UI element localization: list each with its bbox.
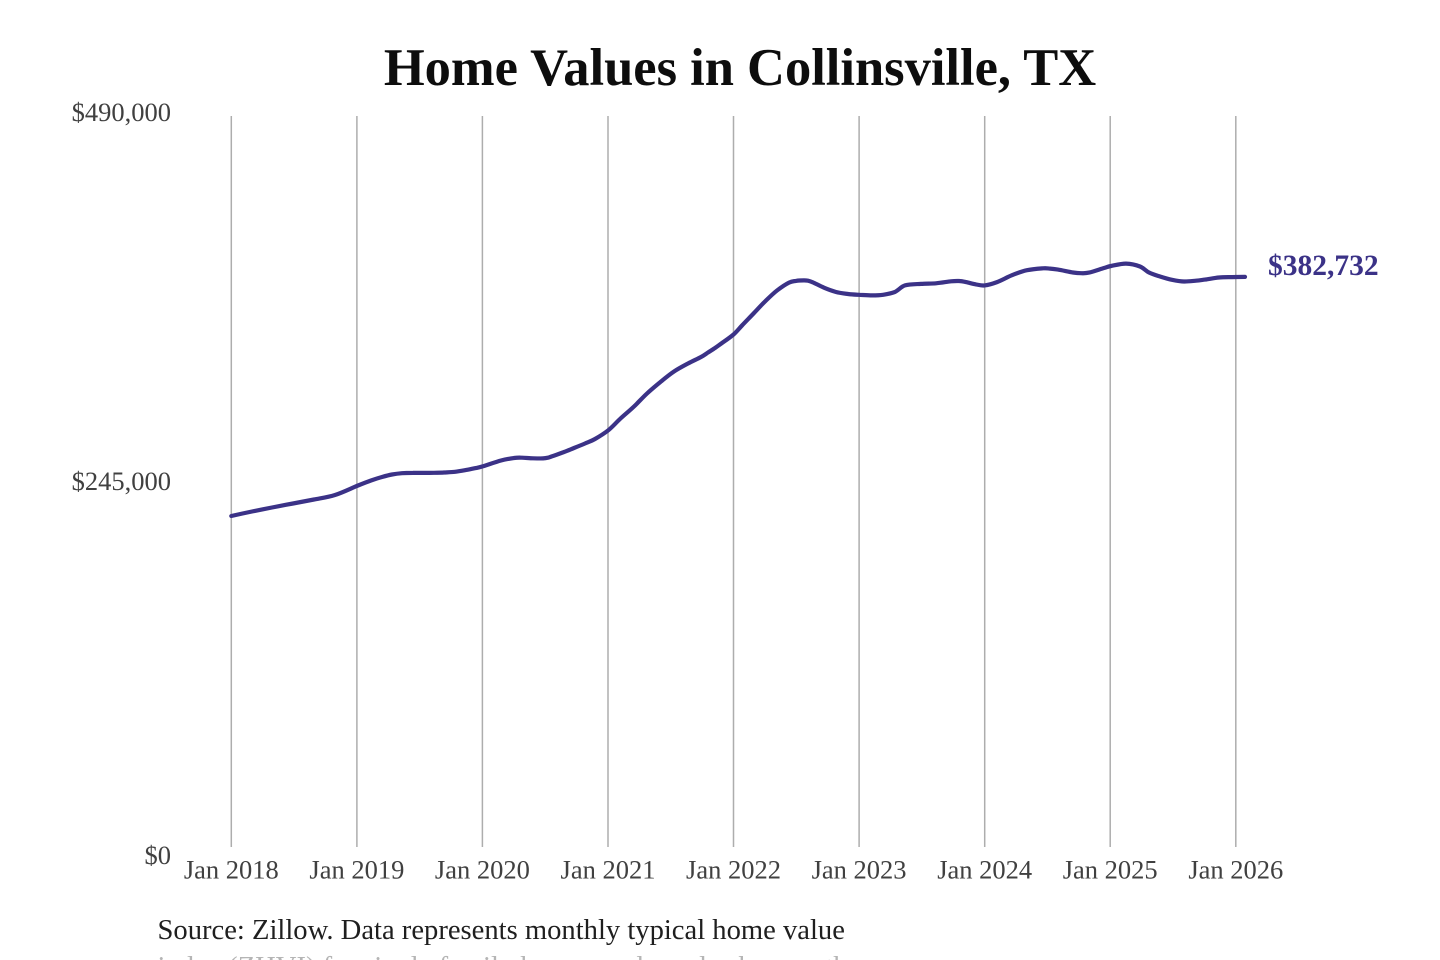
svg-text:Jan 2022: Jan 2022 — [686, 855, 781, 885]
svg-text:Jan 2024: Jan 2024 — [937, 855, 1032, 885]
svg-text:Jan 2021: Jan 2021 — [561, 855, 656, 885]
svg-text:Jan 2023: Jan 2023 — [812, 855, 907, 885]
svg-text:$490,000: $490,000 — [72, 97, 171, 127]
svg-text:$245,000: $245,000 — [72, 466, 171, 496]
svg-text:Source: Zillow. Data represent: Source: Zillow. Data represents monthly … — [158, 915, 845, 946]
svg-text:Jan 2018: Jan 2018 — [184, 855, 279, 885]
svg-text:Jan 2026: Jan 2026 — [1188, 855, 1283, 885]
svg-text:index (ZHVI) for single family: index (ZHVI) for single family homes and… — [158, 952, 855, 960]
svg-text:$382,732: $382,732 — [1268, 250, 1379, 282]
svg-text:$0: $0 — [145, 840, 172, 870]
svg-text:Jan 2025: Jan 2025 — [1063, 855, 1158, 885]
svg-text:Home Values in Collinsville, T: Home Values in Collinsville, TX — [384, 39, 1096, 97]
svg-text:Jan 2019: Jan 2019 — [309, 855, 404, 885]
svg-text:Jan 2020: Jan 2020 — [435, 855, 530, 885]
